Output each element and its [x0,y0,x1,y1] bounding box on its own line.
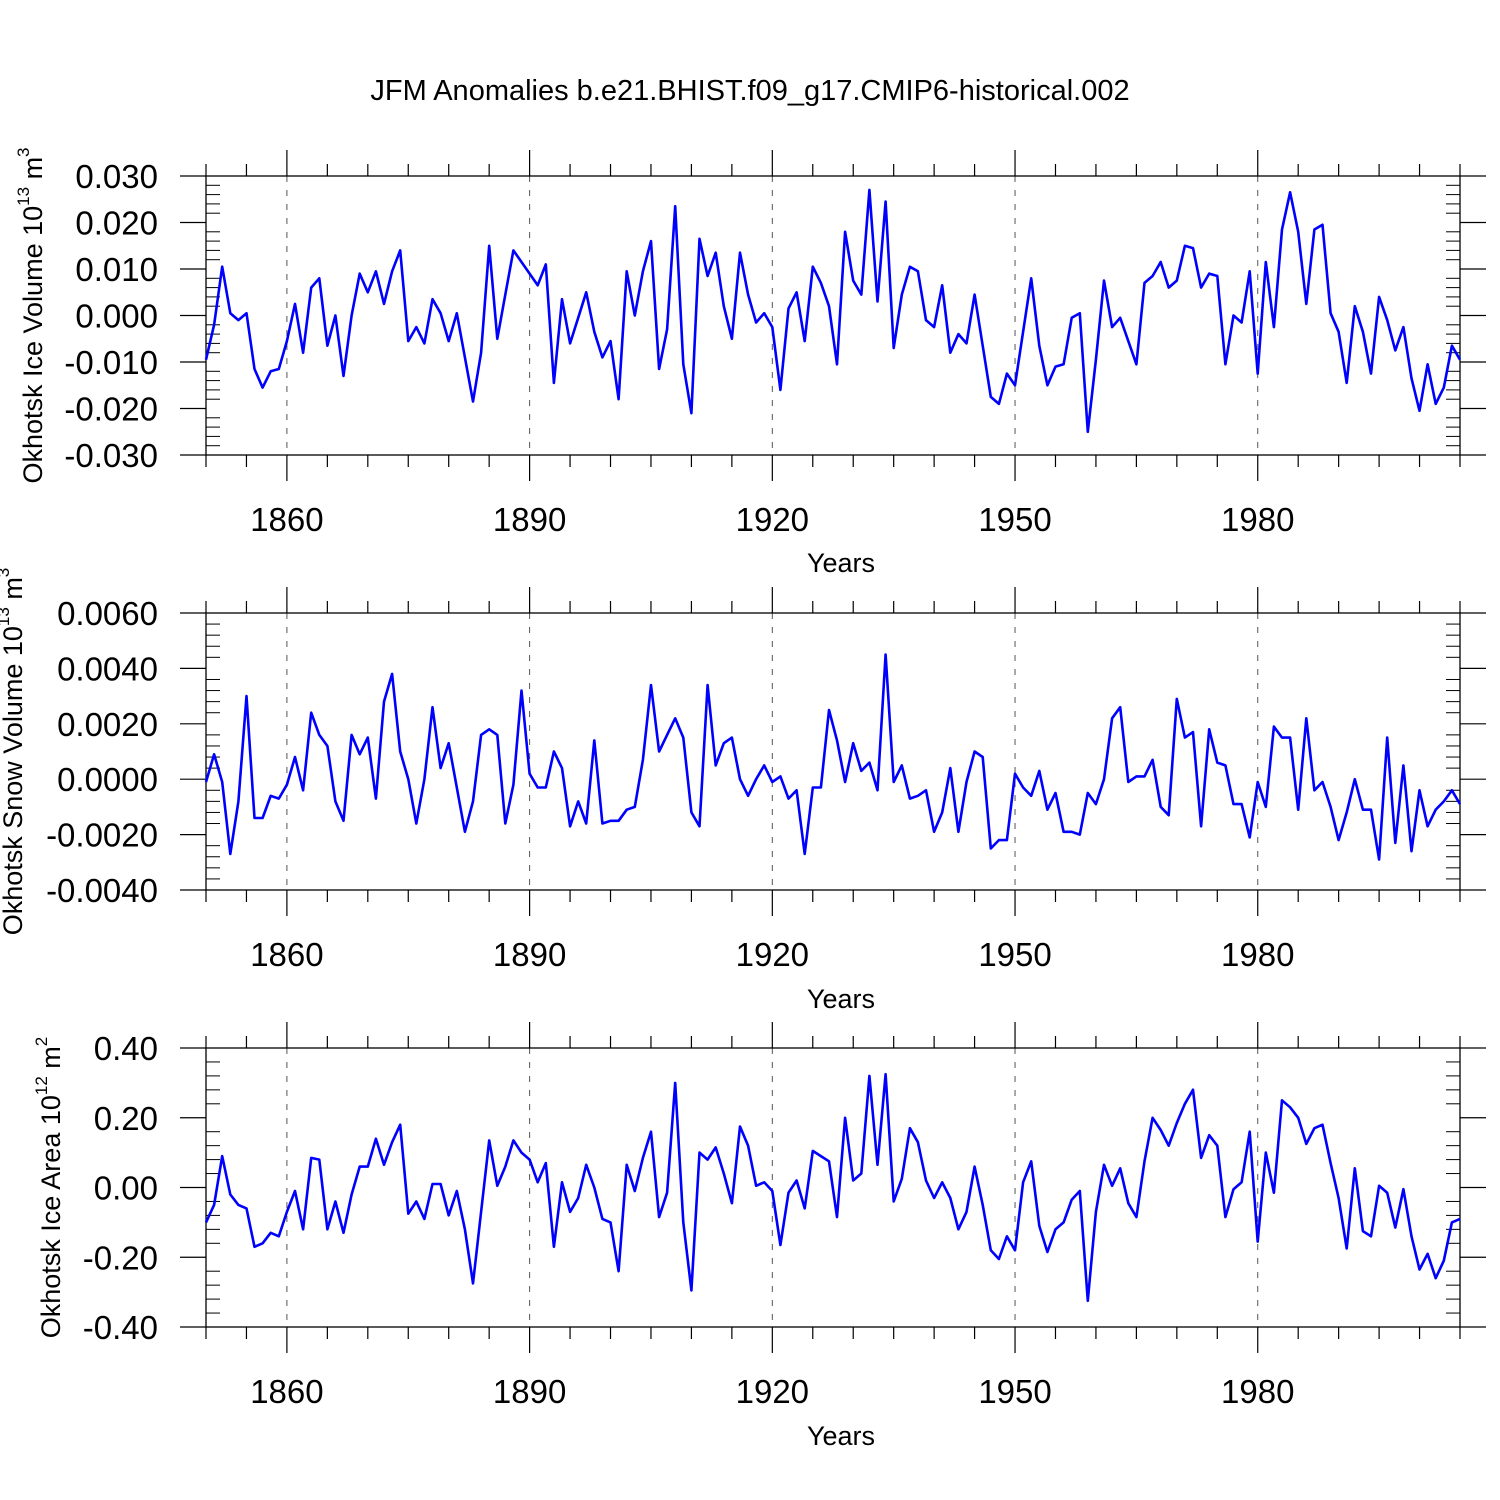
x-tick-label-1920: 1920 [736,936,809,973]
x-tick-label-1980: 1980 [1221,936,1294,973]
y-tick-label: -0.40 [83,1309,158,1346]
y-tick-label: -0.010 [64,344,158,381]
x-tick-label-1860: 1860 [250,936,323,973]
y-axis-unit-exponent: 13 [14,187,33,206]
x-tick-label-1950: 1950 [978,1373,1051,1410]
y-tick-label: -0.030 [64,437,158,474]
x-tick-label-1890: 1890 [493,936,566,973]
x-tick-label-1890: 1890 [493,1373,566,1410]
y-tick-label: 0.0020 [57,706,158,743]
x-tick-label-1950: 1950 [978,501,1051,538]
ice-volume-series-line [204,188,1462,434]
y-tick-label: 0.000 [75,298,158,335]
y-tick-label: 0.40 [94,1030,158,1067]
x-axis-label: Years [807,984,875,1014]
ice-volume-panel: -0.030 -0.020 -0.010 0.000 0.010 0.020 0.030 18… [14,147,1486,578]
y-axis-label: Okhotsk Ice Area 1012 m2 [32,1037,66,1339]
y-tick-label: 0.0000 [57,761,158,798]
y-tick-label: 0.020 [75,205,158,242]
y-axis-unit-exponent: 12 [32,1076,51,1095]
y-axis-label-text: Okhotsk Snow Volume [0,656,28,935]
y-tick-label: 0.20 [94,1100,158,1137]
y-tick-label: -0.20 [83,1239,158,1276]
y-tick-label: 0.0040 [57,650,158,687]
x-tick-label-1920: 1920 [736,1373,809,1410]
y-axis-label: Okhotsk Ice Volume 1013 m3 [14,147,48,483]
plot-frame [205,612,1461,891]
y-tick-label: -0.0040 [46,872,158,909]
y-axis-unit-exponent: 2 [32,1037,51,1046]
x-tick-label-1950: 1950 [978,936,1051,973]
y-axis-unit-exponent: 3 [14,147,33,156]
x-tick-label-1860: 1860 [250,501,323,538]
y-axis-label-text: Okhotsk Ice Volume [18,236,48,484]
y-axis-label: Okhotsk Snow Volume 1013 m3 [0,568,28,936]
y-axis-unit-exponent: 3 [0,568,13,577]
y-tick-label: 0.030 [75,158,158,195]
y-axis-unit-base: 10 [36,1095,66,1125]
y-axis-unit-exponent: 13 [0,607,13,626]
y-axis-unit-base: 10 [18,206,48,236]
x-axis-label: Years [807,548,875,578]
x-tick-label-1890: 1890 [493,501,566,538]
y-tick-label: -0.020 [64,391,158,428]
ice-area-panel: -0.40 -0.20 0.00 0.20 0.40 1860 1890 1920 1950 19… [32,1022,1486,1451]
panels: -0.030 -0.020 -0.010 0.000 0.010 0.020 0.030 18… [0,147,1486,1451]
x-tick-label-1980: 1980 [1221,1373,1294,1410]
y-tick-label: 0.010 [75,251,158,288]
y-axis-unit: m [0,577,28,607]
x-tick-label-1980: 1980 [1221,501,1294,538]
y-axis-label-text: Okhotsk Ice Area [36,1125,66,1338]
figure-title: JFM Anomalies b.e21.BHIST.f09_g17.CMIP6-… [370,75,1129,107]
y-axis-unit: m [18,157,48,187]
snow-volume-panel: -0.0040 -0.0020 0.0000 0.0020 0.0040 0.0060 18… [0,568,1486,1014]
snow-volume-series-line [204,653,1462,861]
x-axis-label: Years [807,1421,875,1451]
x-tick-label-1860: 1860 [250,1373,323,1410]
ice-area-series-line [204,1072,1461,1303]
y-axis-unit-base: 10 [0,626,28,656]
y-tick-label: -0.0020 [46,817,158,854]
y-axis-unit: m [36,1046,66,1076]
y-tick-label: 0.00 [94,1170,158,1207]
x-tick-label-1920: 1920 [736,501,809,538]
y-tick-label: 0.0060 [57,595,158,632]
